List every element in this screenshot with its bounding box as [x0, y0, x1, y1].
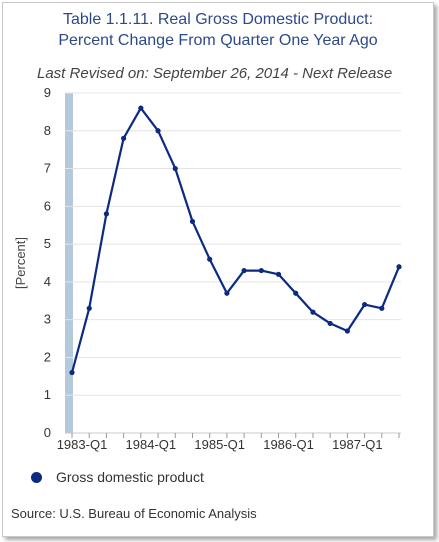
- y-tick-label-8: 8: [44, 123, 51, 138]
- data-point-1985-Q2: [224, 290, 230, 296]
- data-point-1986-Q2: [293, 290, 299, 296]
- data-point-1983-Q2: [86, 305, 92, 311]
- x-tick-label-1983-Q1: 1983-Q1: [57, 437, 108, 452]
- chart-panel: Table 1.1.11. Real Gross Domestic Produc…: [2, 2, 434, 537]
- data-point-1987-Q1: [344, 328, 350, 334]
- x-tick-label-1987-Q1: 1987-Q1: [332, 437, 383, 452]
- data-point-1987-Q3: [379, 305, 385, 311]
- data-point-1987-Q2: [361, 301, 368, 308]
- data-point-1987-Q4: [396, 264, 402, 270]
- data-point-1986-Q1: [275, 271, 282, 277]
- data-point-1986-Q3: [310, 309, 316, 315]
- data-point-1983-Q1: [69, 369, 75, 376]
- y-tick-label-6: 6: [44, 198, 51, 213]
- legend-marker: [31, 471, 42, 483]
- series-line-0: [70, 106, 401, 373]
- data-point-1986-Q4: [327, 320, 333, 327]
- chart-title-line-1: Table 1.1.11. Real Gross Domestic Produc…: [62, 11, 374, 28]
- y-axis-label: [Percent]: [13, 237, 28, 289]
- x-tick-label-1986-Q1: 1986-Q1: [263, 437, 314, 452]
- legend-label: Gross domestic product: [56, 469, 204, 485]
- line-chart: 0 1 2 3 4 5 6 7 8 9 1983-Q1 1984-Q1 1985-Q1 1986-Q1 19…: [13, 85, 402, 452]
- data-point-1984-Q4: [189, 218, 196, 225]
- x-tick-label-1984-Q1: 1984-Q1: [126, 437, 177, 452]
- chart-title-line-2: Percent Change From Quarter One Year Ago: [58, 32, 378, 49]
- y-tick-label-3: 3: [44, 312, 51, 327]
- x-tick-label-1985-Q1: 1985-Q1: [194, 437, 245, 452]
- data-point-1984-Q1: [138, 105, 144, 111]
- y-tick-label-0: 0: [44, 425, 51, 440]
- data-point-1983-Q3: [103, 211, 110, 217]
- data-point-1985-Q4: [258, 267, 264, 274]
- y-tick-label-5: 5: [44, 236, 51, 251]
- data-point-1985-Q1: [207, 256, 213, 262]
- data-point-1984-Q3: [172, 165, 178, 172]
- y-tick-label-7: 7: [44, 161, 51, 176]
- data-point-1985-Q3: [241, 267, 247, 274]
- revision-note: Last Revised on: September 26, 2014 - Ne…: [37, 65, 393, 82]
- y-tick-label-2: 2: [44, 349, 51, 364]
- y-axis-band: [65, 93, 73, 433]
- source-note: Source: U.S. Bureau of Economic Analysis: [11, 506, 257, 521]
- y-tick-label-1: 1: [44, 387, 51, 402]
- chart-title: Table 1.1.11. Real Gross Domestic Produc…: [3, 9, 433, 51]
- data-point-1983-Q4: [121, 135, 127, 141]
- y-tick-label-9: 9: [44, 85, 51, 100]
- y-tick-label-4: 4: [44, 274, 51, 289]
- data-point-1984-Q2: [155, 128, 161, 134]
- legend[interactable]: Gross domestic product: [31, 469, 204, 485]
